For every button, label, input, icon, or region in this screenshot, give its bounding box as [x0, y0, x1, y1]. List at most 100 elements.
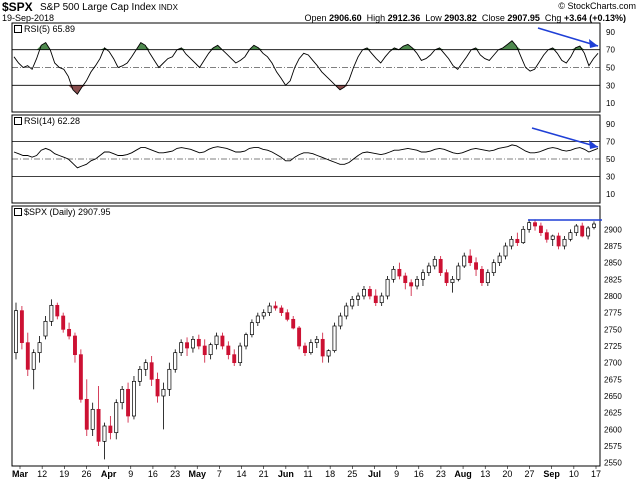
candle-body	[173, 352, 178, 370]
candle-body	[403, 275, 408, 284]
rsi14-trend-arrow-line	[531, 127, 599, 148]
candle-body	[226, 345, 231, 356]
candle-body	[190, 338, 195, 349]
candle-body	[267, 305, 272, 314]
candle-body	[385, 278, 390, 297]
x-tick-label: 26	[81, 469, 91, 479]
candle-body	[232, 354, 237, 364]
rsi14-series-line	[13, 144, 599, 169]
candle-body	[120, 388, 125, 404]
panel-marker-icon	[14, 117, 22, 125]
x-tick-label: 13	[480, 469, 490, 479]
candle-body	[362, 288, 366, 297]
candle-body	[185, 342, 189, 349]
candle-body	[373, 295, 378, 304]
candle-body	[350, 298, 355, 307]
candle-body	[314, 338, 319, 344]
x-tick-label: 19	[59, 469, 69, 479]
price-label-text: $SPX (Daily) 2907.95	[24, 207, 111, 217]
candle-body	[238, 345, 243, 364]
price-y-tick-label: 2650	[604, 392, 622, 401]
x-tick-label: 16	[414, 469, 424, 479]
rsi14-panel-label: RSI(14) 62.28	[14, 116, 80, 126]
rsi5-panel-label: RSI(5) 65.89	[14, 24, 75, 34]
candle-body	[515, 238, 520, 244]
candle-body	[291, 318, 296, 329]
x-tick-label: Jun	[278, 469, 294, 479]
x-tick-label: 14	[237, 469, 247, 479]
rsi14-label-text: RSI(14) 62.28	[24, 116, 81, 126]
index-name: S&P 500 Large Cap Index INDX	[40, 2, 178, 13]
candle-body	[14, 310, 18, 354]
x-tick-label: May	[188, 469, 206, 479]
x-tick-label: 27	[525, 469, 535, 479]
candle-body	[586, 227, 591, 237]
close-label: Close	[481, 13, 505, 23]
high-label: High	[366, 13, 386, 23]
candle-body	[580, 225, 585, 237]
candle-body	[255, 315, 260, 324]
rsi14-y-tick-label: 30	[606, 173, 615, 182]
candle-body	[462, 255, 467, 267]
open-label: Open	[304, 13, 327, 23]
candle-body	[132, 380, 136, 417]
panel-marker-icon	[14, 208, 22, 216]
candle-body	[367, 288, 372, 297]
candle-body	[527, 222, 532, 230]
candle-body	[155, 378, 160, 397]
exchange-code: INDX	[158, 3, 178, 12]
candle-body	[149, 362, 154, 380]
candle-body	[503, 245, 508, 257]
candle-body	[273, 305, 278, 309]
price-y-tick-label: 2550	[604, 459, 622, 468]
candle-body	[550, 235, 555, 240]
candle-body	[432, 258, 437, 267]
candle-body	[108, 425, 113, 434]
candle-body	[261, 312, 266, 317]
rsi5-trend-arrow-head	[589, 39, 598, 48]
low-label: Low	[425, 13, 442, 23]
price-y-tick-label: 2600	[604, 425, 622, 434]
candle-body	[102, 425, 107, 442]
x-tick-label: 20	[502, 469, 512, 479]
candle-body	[179, 342, 184, 354]
candle-body	[202, 345, 207, 356]
candle-body	[49, 304, 54, 322]
candle-body	[450, 278, 455, 284]
candle-body	[421, 272, 425, 280]
panel-marker-icon	[14, 25, 22, 33]
candle-body	[67, 328, 72, 337]
candle-body	[509, 238, 514, 247]
candle-body	[409, 282, 414, 287]
price-y-tick-label: 2875	[604, 242, 622, 251]
x-tick-label: 9	[128, 469, 133, 479]
candle-body	[438, 258, 443, 274]
rsi5-y-tick-label: 90	[606, 28, 615, 37]
x-tick-label: 23	[436, 469, 446, 479]
x-tick-label: 12	[37, 469, 47, 479]
rsi14-trend-arrow-head	[589, 140, 598, 149]
price-y-tick-label: 2750	[604, 325, 622, 334]
price-y-tick-label: 2625	[604, 409, 622, 418]
rsi14-y-tick-label: 70	[606, 137, 615, 146]
candle-body	[84, 398, 89, 430]
close-value: 2907.95	[507, 13, 540, 23]
x-tick-label: Apr	[101, 469, 117, 479]
rsi14-y-tick-label: 90	[606, 120, 615, 129]
candle-body	[485, 272, 490, 284]
price-y-tick-label: 2700	[604, 359, 622, 368]
candle-body	[468, 255, 473, 264]
chg-value: +3.64 (+0.13%)	[563, 13, 626, 23]
price-y-tick-label: 2725	[604, 342, 622, 351]
candle-body	[285, 312, 290, 320]
candle-body	[379, 295, 384, 304]
candle-body	[479, 268, 484, 284]
candle-body	[214, 335, 219, 346]
candle-body	[143, 362, 148, 370]
price-y-tick-label: 2675	[604, 375, 622, 384]
candle-body	[415, 278, 420, 287]
candle-body	[37, 342, 42, 354]
candle-body	[208, 344, 213, 356]
price-y-tick-label: 2800	[604, 292, 622, 301]
source-credit: © StockCharts.com	[558, 1, 636, 11]
